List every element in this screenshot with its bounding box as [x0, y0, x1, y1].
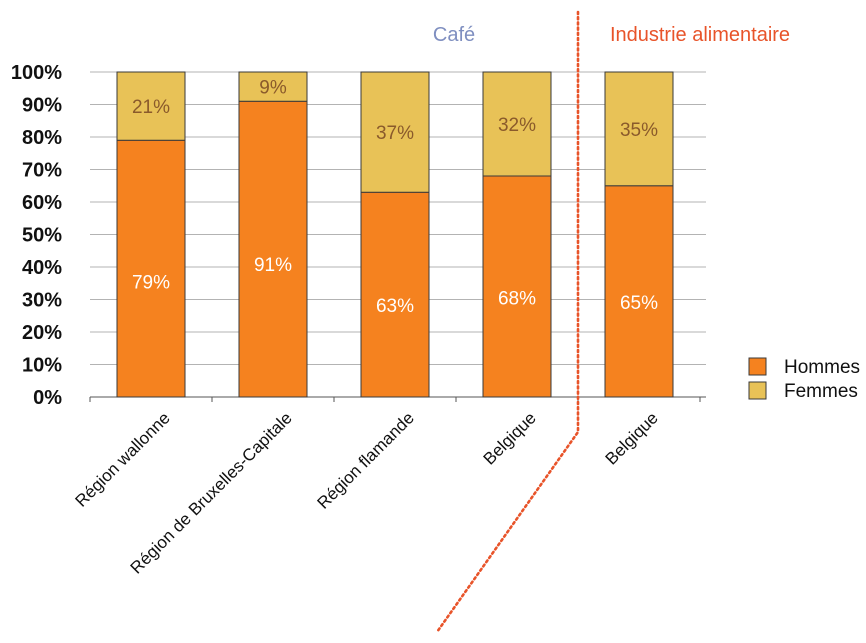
bars: [116, 71, 674, 398]
data-label-femmes-1: 9%: [259, 78, 287, 99]
bar-femmes-4: [604, 71, 674, 187]
y-tick-label: 10%: [22, 355, 62, 377]
data-label-femmes-3: 32%: [498, 115, 536, 136]
bar-hommes-0: [116, 139, 186, 398]
legend-label-femmes: Femmes: [784, 381, 858, 402]
segment-labels: 79% 21% 91% 9% 63% 37% 68% 32% 65% 35%: [132, 78, 658, 317]
data-label-femmes-2: 37%: [376, 123, 414, 144]
y-tick-label: 90%: [22, 95, 62, 117]
legend: Hommes Femmes: [748, 357, 860, 402]
bar-femmes-2: [360, 71, 430, 193]
x-category-label: Région flamande: [314, 408, 418, 512]
x-category-label: Région wallonne: [72, 408, 174, 510]
y-tick-label: 100%: [11, 62, 62, 84]
x-category-label: Belgique: [602, 408, 662, 468]
data-label-hommes-2: 63%: [376, 296, 414, 317]
data-label-hommes-0: 79%: [132, 272, 170, 293]
data-label-hommes-4: 65%: [620, 293, 658, 314]
y-axis: 0% 10% 20% 30% 40% 50% 60% 70% 80% 90% 100%: [11, 62, 706, 409]
x-category-label: Belgique: [480, 408, 540, 468]
data-label-femmes-0: 21%: [132, 97, 170, 118]
legend-swatch-femmes: [748, 381, 767, 400]
y-tick-label: 30%: [22, 290, 62, 312]
legend-label-hommes: Hommes: [784, 357, 860, 378]
bar-femmes-1: [238, 71, 308, 102]
y-tick-label: 60%: [22, 192, 62, 214]
bar-femmes-3: [482, 71, 552, 177]
bar-hommes-4: [604, 185, 674, 398]
y-tick-label: 70%: [22, 160, 62, 182]
y-tick-label: 20%: [22, 322, 62, 344]
bar-hommes-1: [238, 100, 308, 398]
data-label-hommes-1: 91%: [254, 255, 292, 276]
bar-femmes-0: [116, 71, 186, 141]
y-tick-label: 50%: [22, 225, 62, 247]
data-label-femmes-4: 35%: [620, 120, 658, 141]
bar-hommes-2: [360, 191, 430, 398]
legend-swatch-hommes: [748, 357, 767, 376]
section-label-0: Café: [433, 24, 475, 46]
section-labels: Café Industrie alimentaire: [433, 24, 790, 46]
y-tick-label: 0%: [33, 387, 62, 409]
section-label-1: Industrie alimentaire: [610, 24, 790, 46]
bar-hommes-3: [482, 175, 552, 398]
section-separator-line: [435, 10, 580, 634]
data-label-hommes-3: 68%: [498, 289, 536, 310]
y-tick-label: 40%: [22, 257, 62, 279]
y-tick-label: 80%: [22, 127, 62, 149]
section-separator: [435, 10, 580, 634]
